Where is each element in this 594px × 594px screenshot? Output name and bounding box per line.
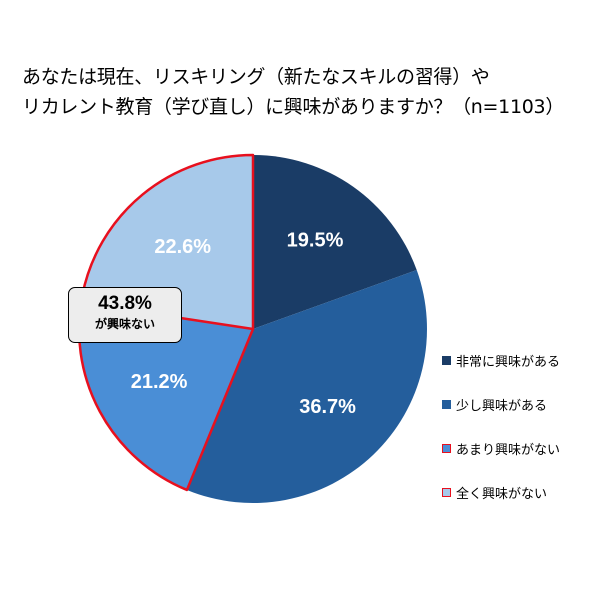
slice-data-label: 21.2% <box>131 371 188 393</box>
annotation-value: 43.8% <box>98 293 152 314</box>
legend-label: 全く興味がない <box>456 486 548 502</box>
legend-label: 非常に興味がある <box>456 354 561 370</box>
legend-item: 全く興味がない <box>442 481 560 503</box>
slice-data-label: 22.6% <box>154 236 211 258</box>
pie-slice <box>80 154 253 329</box>
annotation-text: が興味ない <box>94 317 155 331</box>
legend-item: 非常に興味がある <box>442 349 560 371</box>
chart-title-line-1: あなたは現在、リスキリング（新たなスキルの習得）や <box>22 66 490 88</box>
annotation-callout: 43.8% が興味ない <box>68 287 182 343</box>
legend-item: 少し興味がある <box>442 393 560 415</box>
pie-slice <box>186 270 427 503</box>
chart-title-line-2: リカレント教育（学び直し）に興味がありますか？（n=1103） <box>22 96 565 118</box>
legend-label: 少し興味がある <box>456 398 548 414</box>
legend-item: あまり興味がない <box>442 437 560 459</box>
slice-data-label: 19.5% <box>287 230 344 252</box>
legend-swatch <box>442 399 451 409</box>
legend: 非常に興味がある 少し興味がある あまり興味がない 全く興味がない <box>442 349 560 525</box>
legend-swatch <box>442 487 451 497</box>
legend-swatch <box>442 443 451 453</box>
slice-data-label: 36.7% <box>299 396 356 418</box>
chart-title: あなたは現在、リスキリング（新たなスキルの習得）や リカレント教育（学び直し）に… <box>22 62 582 122</box>
pie-slice <box>253 155 417 329</box>
legend-label: あまり興味がない <box>456 442 561 458</box>
legend-swatch <box>442 355 451 365</box>
